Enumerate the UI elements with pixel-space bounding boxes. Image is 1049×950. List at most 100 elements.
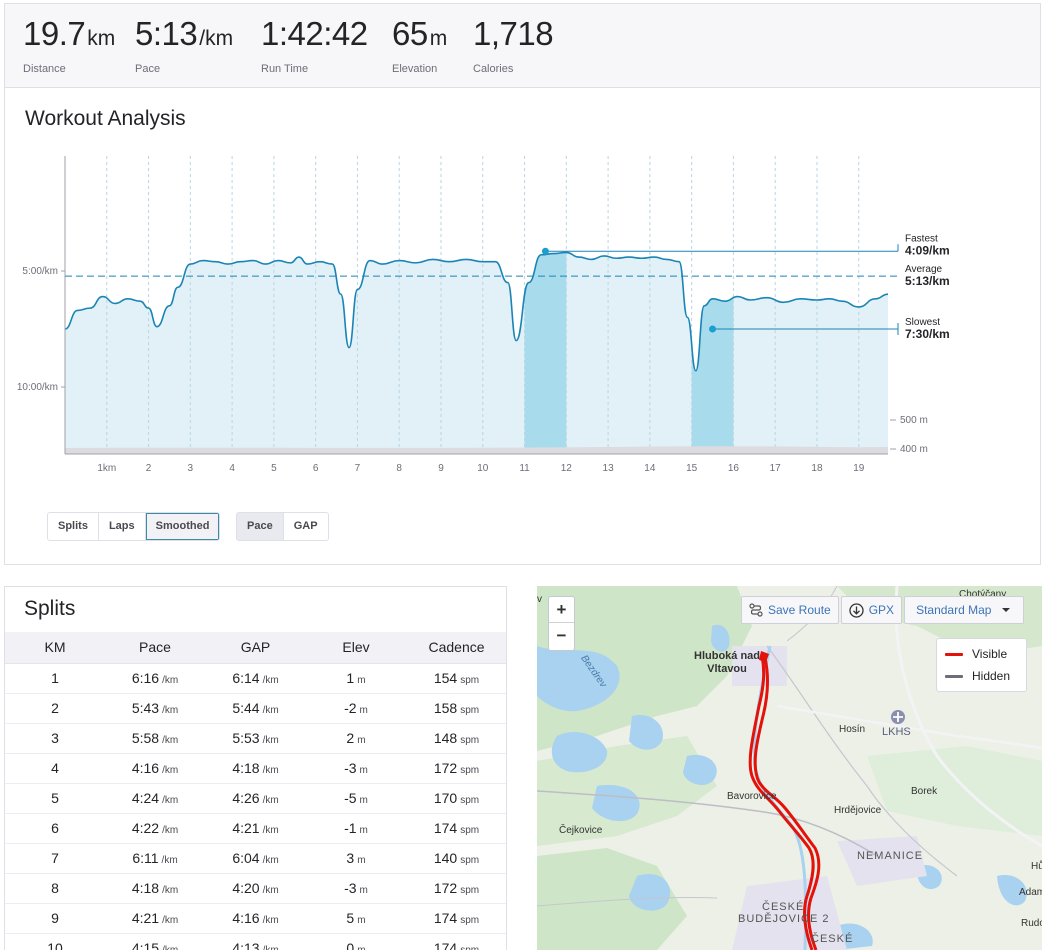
x-tick-label: 6: [313, 463, 319, 474]
split-cadence: 170 spm: [406, 783, 506, 814]
split-km: 3: [5, 723, 105, 754]
splits-row: 6 4:22/km 4:21/km -1 m 174 spm: [5, 813, 506, 844]
split-pace-unit: /km: [162, 765, 179, 776]
pond: [997, 875, 1027, 906]
y-tick-label: 5:00/km: [22, 266, 58, 277]
x-tick-label: 9: [438, 463, 444, 474]
forest-area: [537, 586, 752, 751]
split-pace: 5:58/km: [105, 723, 205, 754]
x-tick-label: 8: [396, 463, 402, 474]
chart-metric-toggle: Pace GAP: [236, 512, 329, 541]
split-elev-value: -1: [344, 820, 357, 836]
split-cadence-value: 172: [433, 760, 458, 776]
split-gap-value: 6:14: [232, 670, 260, 686]
smoothed-view-button[interactable]: Smoothed: [145, 513, 220, 540]
slowest-marker[interactable]: [709, 325, 717, 333]
split-gap-value: 5:44: [232, 700, 260, 716]
split-gap-value: 4:13: [232, 940, 260, 950]
zoom-in-button[interactable]: +: [549, 597, 574, 623]
col-header-pace[interactable]: Pace: [105, 632, 205, 664]
stat-pace-value: 5:13: [135, 15, 198, 52]
split-cadence: 172 spm: [406, 873, 506, 904]
split-gap: 5:53/km: [205, 723, 306, 754]
fastest-marker[interactable]: [541, 247, 549, 255]
split-elev-unit: m: [357, 945, 365, 950]
highlighted-km-range[interactable]: [524, 156, 567, 454]
slowest-value: 7:30/km: [905, 327, 950, 341]
split-elev-value: -3: [344, 880, 357, 896]
split-gap-unit: /km: [262, 735, 279, 746]
split-cadence-value: 174: [433, 820, 458, 836]
map-label-hu: Hů: [1031, 861, 1042, 872]
col-header-cadence[interactable]: Cadence: [406, 632, 506, 664]
split-gap: 4:16/km: [205, 903, 306, 934]
split-pace: 4:24/km: [105, 783, 205, 814]
splits-view-button[interactable]: Splits: [48, 513, 99, 540]
slowest-label: Slowest: [905, 317, 940, 328]
x-tick-label: 14: [644, 463, 656, 474]
pond: [592, 785, 640, 822]
fastest-label: Fastest: [905, 233, 938, 244]
stat-pace: 5:13/km Pace: [135, 15, 233, 76]
stat-elevation-value: 65: [392, 15, 428, 52]
split-elev-value: 2: [346, 730, 355, 746]
split-pace: 4:15/km: [105, 933, 205, 950]
x-tick-label: 4: [229, 463, 235, 474]
pace-area-fill: [65, 252, 888, 454]
split-km: 6: [5, 813, 105, 844]
gpx-download-button[interactable]: GPX: [840, 596, 903, 624]
split-elev-value: 1: [346, 670, 355, 686]
col-header-km[interactable]: KM: [5, 632, 105, 664]
pond: [629, 715, 663, 750]
x-tick-label: 16: [728, 463, 740, 474]
split-cadence-value: 170: [433, 790, 458, 806]
split-gap: 4:13/km: [205, 933, 306, 950]
split-gap-unit: /km: [262, 885, 279, 896]
map-style-dropdown[interactable]: Standard Map: [904, 596, 1025, 624]
split-pace: 4:16/km: [105, 753, 205, 784]
map-label-hluboka-line2: Vltavou: [707, 663, 747, 675]
split-elev-unit: m: [357, 855, 366, 866]
chart-view-toggle: Splits Laps Smoothed: [47, 512, 221, 541]
x-tick-label: 13: [603, 463, 615, 474]
split-cadence: 158 spm: [406, 693, 506, 724]
x-tick-label: 5: [271, 463, 277, 474]
split-km: 9: [5, 903, 105, 934]
workout-analysis-panel: Workout Analysis 1km 2 3 4 5 6 7 8 9 10 11 12 13 14 15…: [4, 88, 1041, 565]
split-cadence-unit: spm: [460, 885, 480, 896]
legend-item-hidden[interactable]: Hidden: [945, 669, 1010, 683]
col-header-gap[interactable]: GAP: [205, 632, 306, 664]
split-elev-value: 3: [346, 850, 355, 866]
splits-row: 1 6:16/km 6:14/km 1 m 154 spm: [5, 663, 506, 694]
road: [776, 704, 1042, 750]
split-elev-unit: m: [359, 885, 368, 896]
legend-item-visible[interactable]: Visible: [945, 647, 1007, 661]
map-label-ceske-2: ČESKÉ: [811, 933, 854, 945]
map-label-hluboka: Hluboká nad Vltavou: [694, 650, 760, 676]
save-route-button[interactable]: Save Route: [741, 596, 839, 624]
col-header-elev[interactable]: Elev: [306, 632, 406, 664]
zoom-out-button[interactable]: −: [556, 626, 567, 645]
split-elev: 0m: [306, 933, 406, 950]
split-pace-unit: /km: [162, 795, 179, 806]
map-label-edge: v: [537, 594, 542, 605]
map-label-chotycany: Chotýčany: [959, 589, 1007, 600]
elevation-profile: [65, 446, 888, 454]
pace-chart[interactable]: 1km 2 3 4 5 6 7 8 9 10 11 12 13 14 15 16 17 18 19 5:00/km 10…: [5, 88, 1040, 498]
average-value: 5:13/km: [905, 274, 950, 288]
pace-metric-button[interactable]: Pace: [237, 513, 284, 540]
download-icon: [849, 602, 864, 618]
route-map[interactable]: v Chotýčany Hluboká nad Vltavou Bezdrev …: [537, 586, 1042, 950]
road: [537, 897, 718, 907]
laps-view-button[interactable]: Laps: [99, 513, 146, 540]
split-gap: 6:04/km: [205, 843, 306, 874]
split-km: 5: [5, 783, 105, 814]
map-label-rudo: Rudo: [1021, 918, 1042, 929]
x-tick-label: 19: [853, 463, 865, 474]
x-tick-label: 12: [561, 463, 573, 474]
pond: [837, 923, 873, 950]
split-km: 1: [5, 663, 105, 694]
map-toolbar: Save Route GPX Standard Map: [741, 596, 1025, 624]
gap-metric-button[interactable]: GAP: [293, 520, 318, 532]
